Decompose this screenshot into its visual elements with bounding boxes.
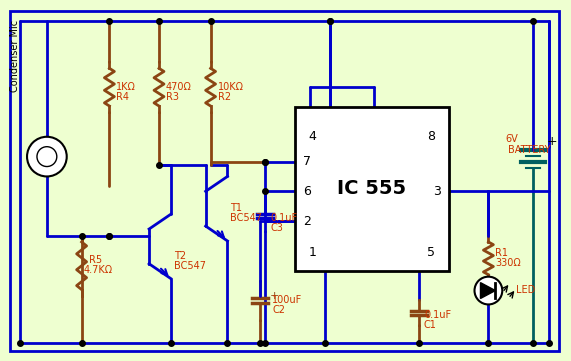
Polygon shape bbox=[480, 283, 496, 299]
Text: 4.7KΩ: 4.7KΩ bbox=[83, 265, 112, 275]
Text: BATTERY: BATTERY bbox=[508, 145, 551, 155]
Text: 6: 6 bbox=[303, 185, 311, 198]
Text: T1: T1 bbox=[231, 203, 243, 213]
Text: 1: 1 bbox=[309, 246, 317, 259]
Text: R2: R2 bbox=[218, 92, 231, 102]
Text: 2: 2 bbox=[303, 214, 311, 227]
Text: C1: C1 bbox=[424, 320, 437, 330]
Text: LED: LED bbox=[516, 284, 536, 295]
Text: 8: 8 bbox=[427, 130, 435, 143]
Text: BC547: BC547 bbox=[174, 261, 206, 271]
Text: R5: R5 bbox=[89, 255, 102, 265]
Text: 330Ω: 330Ω bbox=[496, 258, 521, 268]
Text: R1: R1 bbox=[496, 248, 508, 258]
Circle shape bbox=[475, 277, 502, 304]
Text: BC547: BC547 bbox=[231, 213, 263, 223]
Text: +: + bbox=[270, 291, 279, 300]
Circle shape bbox=[27, 137, 67, 177]
Text: 100uF: 100uF bbox=[272, 295, 303, 305]
Text: C2: C2 bbox=[272, 305, 285, 316]
Text: 0.1uF: 0.1uF bbox=[270, 213, 297, 223]
Text: IC 555: IC 555 bbox=[337, 179, 407, 198]
Text: 5: 5 bbox=[427, 246, 435, 259]
Text: 7: 7 bbox=[303, 155, 311, 168]
Text: R4: R4 bbox=[116, 92, 130, 102]
Text: +: + bbox=[547, 135, 557, 148]
Text: Condenser Mic: Condenser Mic bbox=[10, 20, 20, 92]
Text: 4: 4 bbox=[309, 130, 317, 143]
Text: R3: R3 bbox=[166, 92, 179, 102]
Text: 3: 3 bbox=[433, 185, 441, 198]
Text: 470Ω: 470Ω bbox=[166, 82, 192, 92]
Text: T2: T2 bbox=[174, 251, 186, 261]
Text: 6V: 6V bbox=[505, 134, 518, 144]
Text: C3: C3 bbox=[270, 223, 283, 233]
Bar bbox=[295, 107, 449, 271]
Text: 1KΩ: 1KΩ bbox=[116, 82, 136, 92]
Text: 0.1uF: 0.1uF bbox=[424, 310, 451, 320]
Text: 10KΩ: 10KΩ bbox=[218, 82, 244, 92]
